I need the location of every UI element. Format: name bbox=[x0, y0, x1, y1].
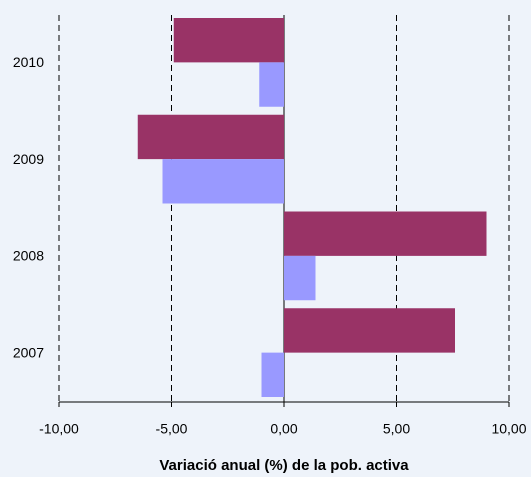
x-tick-label: 10,00 bbox=[491, 421, 526, 437]
x-axis-title: Variació anual (%) de la pob. activa bbox=[159, 457, 409, 474]
y-tick-label: 2009 bbox=[13, 151, 44, 167]
x-tick-label: 0,00 bbox=[270, 421, 297, 437]
x-tick-label: 5,00 bbox=[383, 421, 410, 437]
bar bbox=[137, 114, 284, 160]
bar bbox=[173, 18, 284, 63]
bar bbox=[162, 159, 284, 204]
y-tick-label: 2007 bbox=[13, 344, 44, 360]
x-tick-label: -5,00 bbox=[156, 421, 188, 437]
bar bbox=[284, 308, 455, 353]
y-tick-label: 2010 bbox=[13, 54, 44, 70]
bar bbox=[261, 352, 284, 397]
bar bbox=[259, 62, 284, 107]
y-tick-label: 2008 bbox=[13, 248, 44, 264]
bar bbox=[284, 211, 487, 256]
x-tick-label: -10,00 bbox=[39, 421, 79, 437]
bar bbox=[284, 255, 316, 301]
